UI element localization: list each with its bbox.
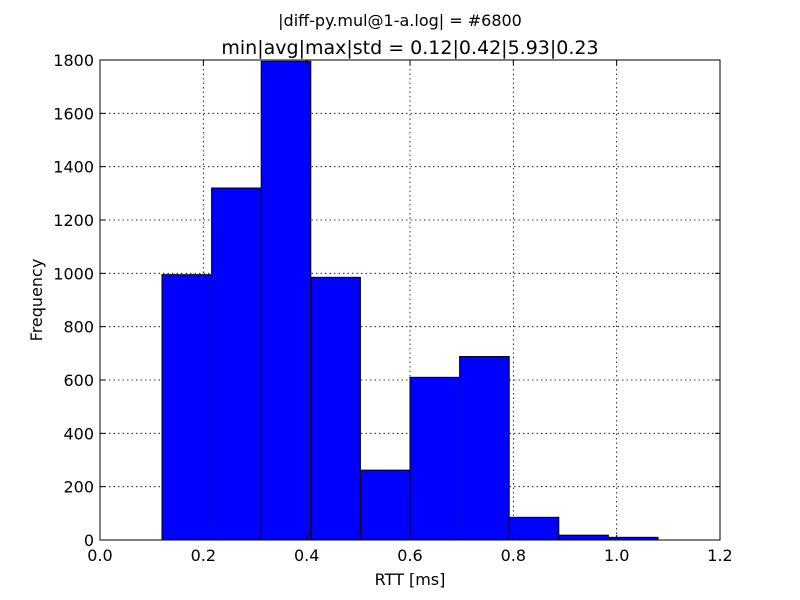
x-tick-label: 0.8 <box>501 546 526 565</box>
histogram-bar <box>508 516 560 541</box>
y-tick-label: 1000 <box>53 264 94 283</box>
histogram-bar <box>260 60 312 541</box>
y-tick-label: 1600 <box>53 104 94 123</box>
x-tick-label: 0.6 <box>397 546 422 565</box>
histogram-bar <box>211 187 262 541</box>
y-tick-label: 1200 <box>53 211 94 230</box>
y-tick-label: 0 <box>84 531 94 550</box>
y-tick-label: 200 <box>63 478 94 497</box>
x-axis-label: RTT [ms] <box>375 570 446 589</box>
histogram-bar <box>459 356 510 541</box>
y-tick-label: 400 <box>63 424 94 443</box>
histogram-bar <box>558 534 609 541</box>
chart-title: min|avg|max|std = 0.12|0.42|5.93|0.23 <box>221 37 598 59</box>
histogram-bar <box>409 376 461 541</box>
histogram-bar <box>161 274 213 541</box>
y-tick-label: 1400 <box>53 158 94 177</box>
x-tick-label: 0.4 <box>294 546 319 565</box>
y-tick-label: 1800 <box>53 51 94 70</box>
axis-ticks: 0.0 0.2 0.4 0.6 0.8 1.0 1.2 0 200 400 600 800 1000 12… <box>53 51 732 565</box>
histogram-bars <box>161 60 659 541</box>
x-tick-label: 1.0 <box>604 546 629 565</box>
x-tick-label: 1.2 <box>707 546 732 565</box>
y-axis-label: Frequency <box>27 259 46 342</box>
y-tick-label: 800 <box>63 318 94 337</box>
histogram-bar <box>310 276 361 541</box>
x-tick-label: 0.2 <box>191 546 216 565</box>
y-tick-label: 600 <box>63 371 94 390</box>
histogram-bar <box>359 469 411 541</box>
chart-suptitle: |diff-py.mul@1-a.log| = #6800 <box>278 11 522 30</box>
x-tick-label: 0.0 <box>87 546 112 565</box>
